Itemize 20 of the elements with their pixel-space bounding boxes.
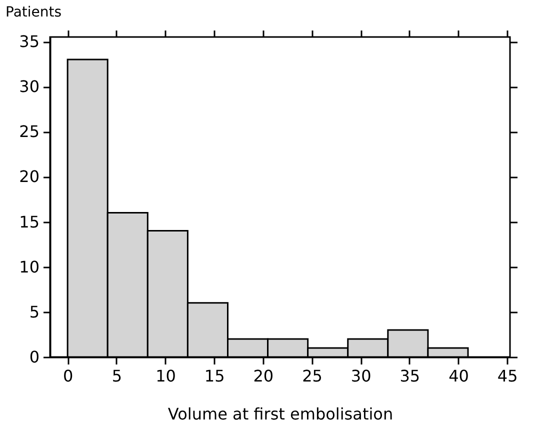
y-tick-label: 20: [19, 167, 40, 186]
x-tick-label: 5: [112, 366, 122, 386]
y-axis-title: Patients: [6, 4, 62, 20]
x-tick-label: 15: [204, 366, 225, 386]
x-tick-label: 30: [350, 366, 372, 386]
y-tick-label: 0: [29, 348, 40, 366]
y-tick-label: 30: [19, 77, 40, 96]
x-tick-label: 40: [448, 366, 469, 386]
x-tick-label: 25: [302, 366, 322, 386]
x-tick-label: 20: [253, 366, 274, 386]
x-tick-label: 45: [497, 366, 518, 386]
y-tick-label: 5: [29, 302, 40, 322]
x-axis-title: Volume at first embolisation: [168, 404, 394, 424]
x-tick-label: 0: [62, 366, 74, 386]
x-tick-label: 10: [156, 366, 176, 386]
y-tick-label: 10: [19, 257, 40, 276]
y-tick-label: 35: [19, 32, 40, 52]
y-tick-label: 25: [19, 122, 40, 142]
y-tick-label: 15: [19, 212, 40, 232]
x-tick-label: 35: [400, 366, 420, 386]
